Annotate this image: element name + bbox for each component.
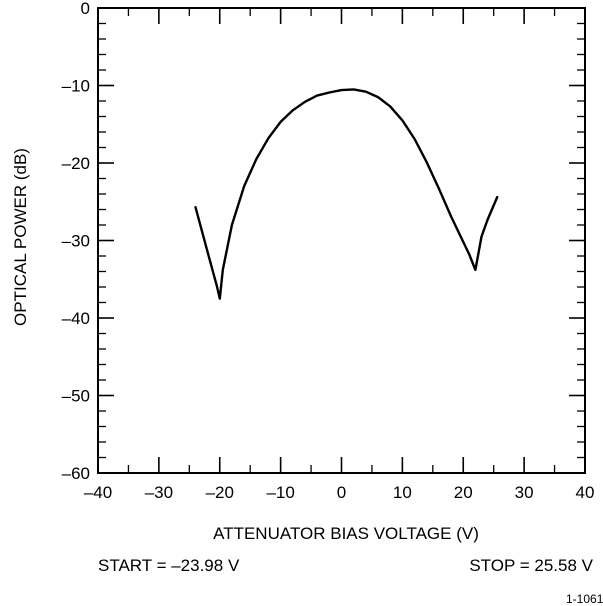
x-tick-label: 0 xyxy=(337,483,346,502)
y-tick-label: 0 xyxy=(81,0,90,18)
y-axis-label: OPTICAL POWER (dB) xyxy=(11,148,30,326)
start-annotation: START = –23.98 V xyxy=(98,556,240,575)
major-ticks xyxy=(97,7,586,474)
x-tick-label: –10 xyxy=(266,483,294,502)
figure-id: 1-1061( xyxy=(566,592,603,606)
y-tick-label: –10 xyxy=(62,77,90,96)
minor-ticks xyxy=(98,8,585,473)
x-axis-label: ATTENUATOR BIAS VOLTAGE (V) xyxy=(213,524,479,543)
y-tick-label: –20 xyxy=(62,154,90,173)
x-tick-label: 30 xyxy=(515,483,534,502)
plot-frame xyxy=(97,7,586,474)
x-tick-label: 20 xyxy=(454,483,473,502)
stop-annotation: STOP = 25.58 V xyxy=(469,556,593,575)
tick-labels: –40 –30 –20 –10 0 10 20 30 40 0 –10 –20 –30 –40 –50 –60 xyxy=(62,0,595,502)
x-tick-label: –40 xyxy=(84,483,112,502)
data-series-line xyxy=(194,88,499,300)
x-tick-label: –30 xyxy=(145,483,173,502)
x-tick-label: 10 xyxy=(393,483,412,502)
x-tick-label: 40 xyxy=(576,483,595,502)
y-tick-label: –40 xyxy=(62,309,90,328)
y-tick-label: –30 xyxy=(62,232,90,251)
y-tick-label: –60 xyxy=(62,464,90,483)
y-tick-label: –50 xyxy=(62,387,90,406)
x-tick-label: –20 xyxy=(206,483,234,502)
